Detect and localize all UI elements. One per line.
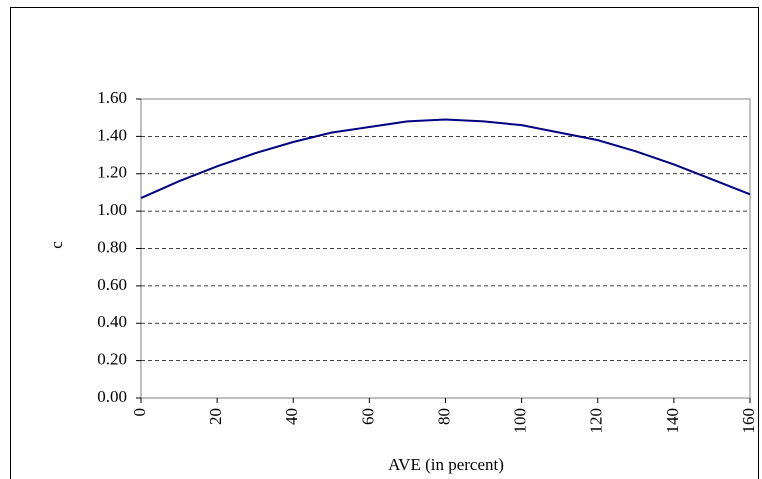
y-tick-label: 0.80 [97,237,127,256]
y-tick-label: 0.40 [97,312,127,331]
y-tick-label: 0.60 [97,275,127,294]
x-axis-label: AVE (in percent) [388,455,504,474]
y-tick-label: 0.20 [97,350,127,369]
y-tick-label: 1.20 [97,163,127,182]
x-tick-label: 140 [663,408,682,434]
y-tick-label: 0.00 [97,387,127,406]
x-tick-label: 120 [587,408,606,434]
y-tick-label: 1.40 [97,125,127,144]
y-tick-label: 1.00 [97,200,127,219]
y-tick-label: 1.60 [97,88,127,107]
data-line [140,118,751,199]
x-tick-label: 20 [206,408,225,425]
x-tick-label: 80 [434,408,453,425]
x-tick-label: 40 [282,408,301,425]
x-tick-label: 60 [358,408,377,425]
y-axis-label: c [47,241,66,249]
x-tick-label: 0 [130,408,149,417]
chart-frame [10,7,759,479]
x-tick-label: 160 [739,408,758,434]
x-tick-label: 100 [511,408,530,434]
